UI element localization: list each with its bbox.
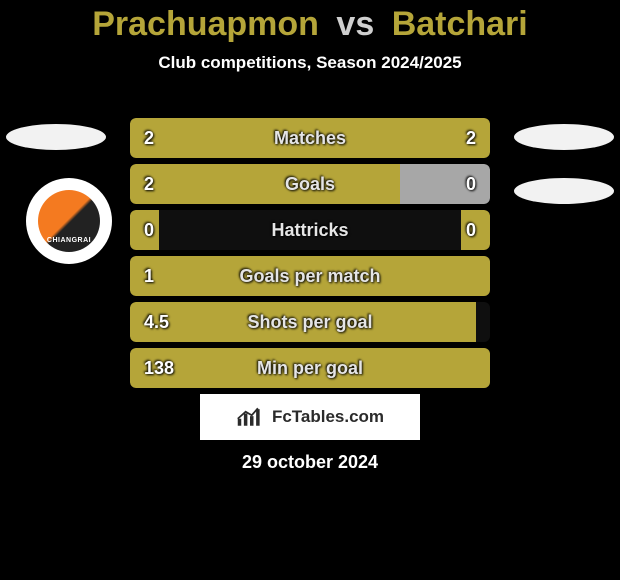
stats-table: 22Matches 20Goals 00Hattricks 1Goals per ma… bbox=[130, 118, 490, 394]
date-text: 29 october 2024 bbox=[0, 452, 620, 473]
placeholder-oval-right-2 bbox=[514, 178, 614, 204]
stat-row: 1Goals per match bbox=[130, 256, 490, 296]
placeholder-oval-right bbox=[514, 124, 614, 150]
stat-label: Matches bbox=[130, 118, 490, 158]
footer-brand-tag: FcTables.com bbox=[200, 394, 420, 440]
footer-brand-text: FcTables.com bbox=[272, 407, 384, 427]
stat-label: Goals bbox=[130, 164, 490, 204]
stat-label: Min per goal bbox=[130, 348, 490, 388]
page-title: Prachuapmon vs Batchari bbox=[0, 0, 620, 43]
stat-row: 4.5Shots per goal bbox=[130, 302, 490, 342]
player-left-name: Prachuapmon bbox=[92, 5, 319, 43]
club-badge-icon: CHIANGRAI bbox=[38, 190, 100, 252]
club-badge-left: CHIANGRAI bbox=[26, 178, 112, 264]
stat-row: 22Matches bbox=[130, 118, 490, 158]
comparison-infographic: { "background_color":"#000000", "accent_… bbox=[0, 0, 620, 580]
player-right-name: Batchari bbox=[392, 5, 528, 43]
bar-chart-icon bbox=[236, 405, 264, 429]
placeholder-oval-left bbox=[6, 124, 106, 150]
club-badge-text: CHIANGRAI bbox=[38, 237, 100, 244]
stat-row: 138Min per goal bbox=[130, 348, 490, 388]
stat-label: Goals per match bbox=[130, 256, 490, 296]
stat-row: 00Hattricks bbox=[130, 210, 490, 250]
subtitle: Club competitions, Season 2024/2025 bbox=[0, 53, 620, 73]
stat-row: 20Goals bbox=[130, 164, 490, 204]
vs-text: vs bbox=[336, 5, 374, 43]
stat-label: Shots per goal bbox=[130, 302, 490, 342]
stat-label: Hattricks bbox=[130, 210, 490, 250]
